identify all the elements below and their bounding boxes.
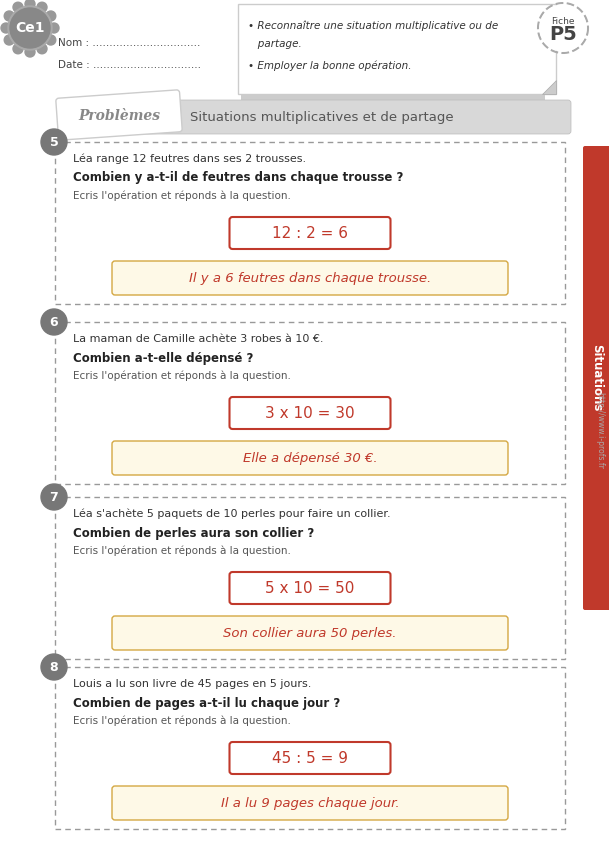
Text: partage.: partage. bbox=[248, 39, 301, 49]
FancyBboxPatch shape bbox=[583, 146, 609, 610]
Circle shape bbox=[46, 35, 56, 45]
Text: Son collier aura 50 perles.: Son collier aura 50 perles. bbox=[224, 627, 396, 639]
Text: Nom : ................................: Nom : ................................ bbox=[58, 38, 200, 48]
Text: Combien a-t-elle dépensé ?: Combien a-t-elle dépensé ? bbox=[73, 351, 253, 364]
Circle shape bbox=[41, 654, 67, 680]
Text: P5: P5 bbox=[549, 24, 577, 43]
Text: Ecris l'opération et réponds à la question.: Ecris l'opération et réponds à la questi… bbox=[73, 545, 291, 557]
Circle shape bbox=[25, 0, 35, 9]
Text: Situations: Situations bbox=[591, 344, 604, 412]
Text: Date : ................................: Date : ................................ bbox=[58, 60, 201, 70]
Circle shape bbox=[13, 3, 23, 12]
Text: Ecris l'opération et réponds à la question.: Ecris l'opération et réponds à la questi… bbox=[73, 191, 291, 201]
Text: Combien y a-t-il de feutres dans chaque trousse ?: Combien y a-t-il de feutres dans chaque … bbox=[73, 172, 403, 185]
FancyBboxPatch shape bbox=[55, 667, 565, 829]
Circle shape bbox=[1, 23, 11, 33]
Text: La maman de Camille achète 3 robes à 10 €.: La maman de Camille achète 3 robes à 10 … bbox=[73, 334, 323, 344]
Text: Ce1: Ce1 bbox=[15, 21, 44, 35]
FancyBboxPatch shape bbox=[112, 786, 508, 820]
Text: 45 : 5 = 9: 45 : 5 = 9 bbox=[272, 751, 348, 765]
Circle shape bbox=[41, 484, 67, 510]
FancyBboxPatch shape bbox=[230, 742, 390, 774]
Text: Combien de pages a-t-il lu chaque jour ?: Combien de pages a-t-il lu chaque jour ? bbox=[73, 696, 340, 709]
Text: Elle a dépensé 30 €.: Elle a dépensé 30 €. bbox=[243, 451, 378, 464]
Circle shape bbox=[37, 44, 47, 54]
FancyBboxPatch shape bbox=[241, 94, 545, 100]
Circle shape bbox=[8, 6, 52, 50]
Circle shape bbox=[13, 44, 23, 54]
Text: 8: 8 bbox=[50, 660, 58, 673]
Text: Problèmes: Problèmes bbox=[78, 109, 160, 123]
FancyBboxPatch shape bbox=[72, 100, 571, 134]
Text: 12 : 2 = 6: 12 : 2 = 6 bbox=[272, 225, 348, 241]
Text: Léa s'achète 5 paquets de 10 perles pour faire un collier.: Léa s'achète 5 paquets de 10 perles pour… bbox=[73, 509, 390, 520]
Text: Situations multiplicatives et de partage: Situations multiplicatives et de partage bbox=[189, 111, 453, 124]
Circle shape bbox=[46, 11, 56, 21]
Text: • Employer la bonne opération.: • Employer la bonne opération. bbox=[248, 60, 412, 72]
Circle shape bbox=[4, 11, 14, 21]
Text: Ecris l'opération et réponds à la question.: Ecris l'opération et réponds à la questi… bbox=[73, 715, 291, 727]
FancyBboxPatch shape bbox=[112, 261, 508, 295]
FancyBboxPatch shape bbox=[112, 441, 508, 475]
Text: Il a lu 9 pages chaque jour.: Il a lu 9 pages chaque jour. bbox=[220, 797, 400, 809]
Circle shape bbox=[540, 5, 586, 51]
FancyBboxPatch shape bbox=[56, 90, 182, 140]
Text: 6: 6 bbox=[50, 316, 58, 329]
Text: http://www.i-profs.fr: http://www.i-profs.fr bbox=[596, 392, 605, 469]
FancyBboxPatch shape bbox=[55, 497, 565, 659]
Circle shape bbox=[41, 309, 67, 335]
Text: 5: 5 bbox=[49, 135, 58, 148]
Text: 5 x 10 = 50: 5 x 10 = 50 bbox=[266, 581, 354, 595]
Text: Fiche: Fiche bbox=[551, 16, 575, 26]
FancyBboxPatch shape bbox=[238, 4, 556, 94]
Circle shape bbox=[25, 47, 35, 57]
Text: Combien de perles aura son collier ?: Combien de perles aura son collier ? bbox=[73, 526, 314, 539]
Circle shape bbox=[49, 23, 59, 33]
Text: Il y a 6 feutres dans chaque trousse.: Il y a 6 feutres dans chaque trousse. bbox=[189, 272, 431, 285]
Text: 7: 7 bbox=[49, 490, 58, 503]
FancyBboxPatch shape bbox=[230, 572, 390, 604]
Text: Ecris l'opération et réponds à la question.: Ecris l'opération et réponds à la questi… bbox=[73, 371, 291, 381]
Polygon shape bbox=[542, 80, 556, 94]
Circle shape bbox=[37, 3, 47, 12]
Text: Louis a lu son livre de 45 pages en 5 jours.: Louis a lu son livre de 45 pages en 5 jo… bbox=[73, 679, 311, 689]
FancyBboxPatch shape bbox=[55, 322, 565, 484]
FancyBboxPatch shape bbox=[230, 217, 390, 249]
FancyBboxPatch shape bbox=[55, 142, 565, 304]
Circle shape bbox=[10, 8, 50, 48]
FancyBboxPatch shape bbox=[112, 616, 508, 650]
Circle shape bbox=[41, 129, 67, 155]
Text: Léa range 12 feutres dans ses 2 trousses.: Léa range 12 feutres dans ses 2 trousses… bbox=[73, 154, 306, 164]
FancyBboxPatch shape bbox=[230, 397, 390, 429]
Text: • Reconnaître une situation multiplicative ou de: • Reconnaître une situation multiplicati… bbox=[248, 21, 498, 31]
Text: 3 x 10 = 30: 3 x 10 = 30 bbox=[265, 406, 355, 420]
Circle shape bbox=[4, 35, 14, 45]
